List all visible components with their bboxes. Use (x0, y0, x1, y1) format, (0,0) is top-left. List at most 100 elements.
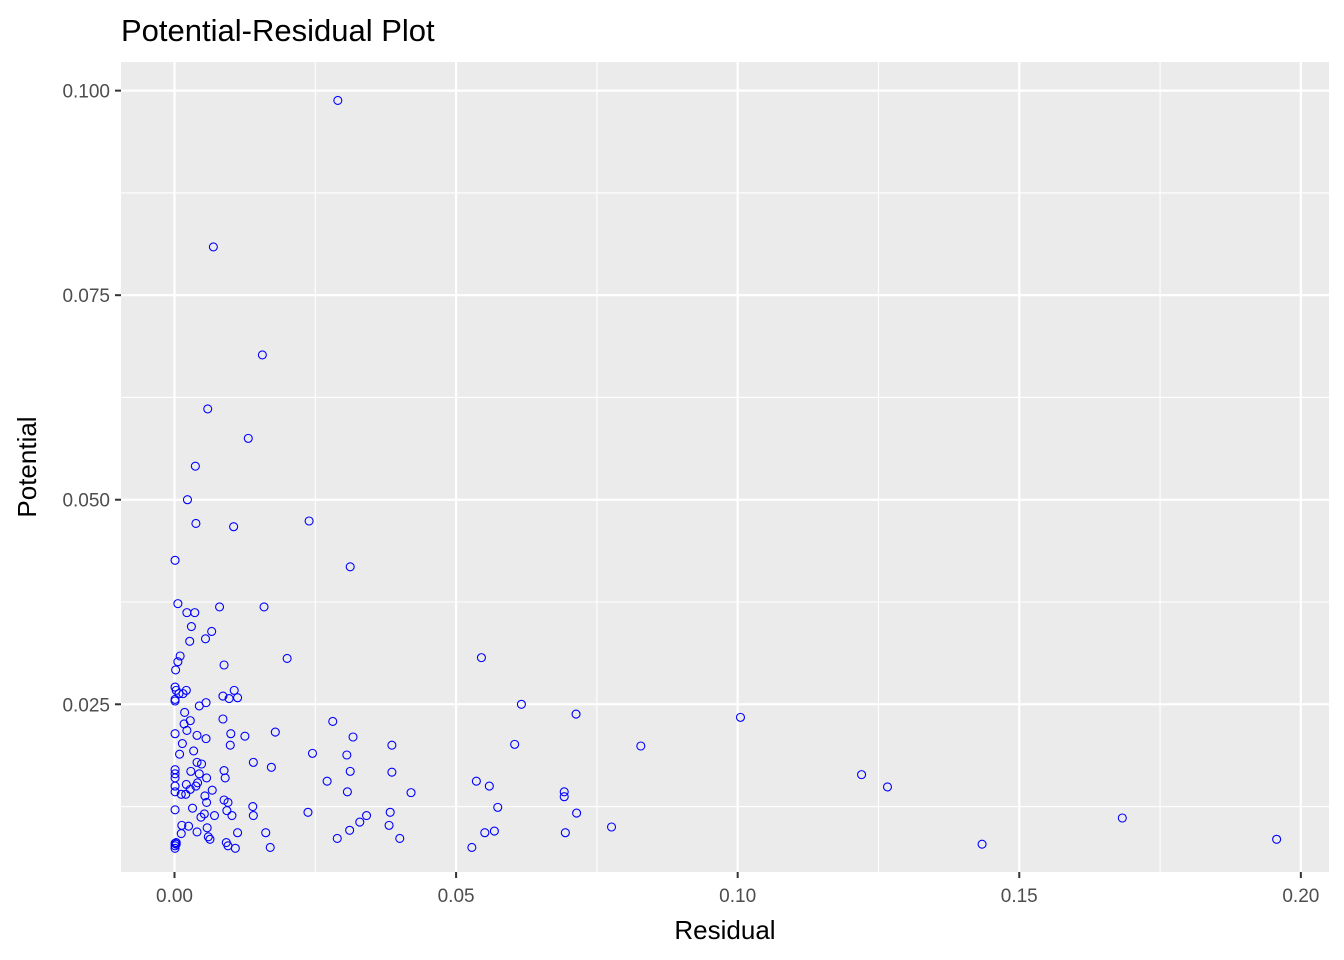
x-tick-label-4: 0.20 (1282, 886, 1319, 907)
data-point-89 (207, 785, 217, 795)
data-point-103 (493, 802, 503, 812)
data-point-56 (177, 738, 187, 749)
data-point-121 (606, 822, 617, 832)
data-point-85 (882, 782, 893, 792)
data-point-120 (384, 820, 394, 830)
data-point-2 (257, 350, 267, 360)
data-point-41 (180, 707, 190, 718)
data-point-65 (192, 757, 202, 767)
data-point-97 (559, 792, 569, 802)
data-point-131 (205, 834, 215, 844)
data-point-81 (471, 776, 481, 786)
data-point-116 (355, 817, 365, 827)
y-tick-label-2: 0.075 (62, 286, 110, 307)
data-point-10 (345, 562, 355, 572)
data-point-130 (203, 832, 213, 842)
data-point-140 (170, 843, 180, 853)
data-point-94 (176, 789, 186, 799)
data-point-11 (170, 555, 180, 565)
data-point-21 (175, 651, 185, 661)
data-point-106 (303, 807, 313, 817)
data-point-0 (333, 95, 343, 106)
data-point-119 (202, 823, 212, 833)
y-axis-title: Potential (12, 416, 42, 517)
x-axis-title: Residual (674, 915, 775, 945)
data-point-112 (227, 810, 237, 821)
data-point-110 (248, 810, 258, 821)
data-point-68 (266, 762, 276, 772)
data-point-76 (857, 770, 867, 780)
x-tick-label-1: 0.05 (438, 886, 475, 907)
data-point-115 (1117, 813, 1127, 823)
data-point-145 (977, 839, 987, 849)
data-point-8 (191, 518, 201, 529)
data-point-132 (332, 833, 342, 844)
y-tick-label-1: 0.050 (62, 491, 110, 512)
data-point-67 (248, 757, 258, 767)
data-point-23 (476, 653, 486, 663)
x-tick-label-0: 0.00 (156, 886, 193, 907)
data-point-86 (170, 781, 180, 791)
data-point-123 (233, 828, 243, 838)
data-point-74 (170, 769, 180, 779)
data-point-60 (225, 740, 235, 750)
data-point-125 (345, 825, 355, 835)
data-point-20 (185, 636, 195, 646)
data-point-129 (176, 828, 186, 839)
data-point-70 (186, 766, 196, 776)
data-point-109 (199, 809, 209, 819)
data-point-26 (171, 665, 181, 675)
data-point-52 (192, 730, 202, 740)
data-point-124 (261, 828, 271, 838)
y-tick-label-0: 0.025 (62, 695, 110, 716)
x-tick-label-3: 0.15 (1001, 886, 1038, 907)
data-point-55 (201, 734, 211, 744)
minor-gridlines (121, 62, 1329, 872)
x-tick-label-2: 0.10 (719, 886, 756, 907)
data-point-73 (387, 767, 397, 777)
data-point-64 (342, 750, 352, 760)
data-point-113 (361, 810, 372, 821)
data-point-51 (226, 729, 236, 739)
data-point-111 (209, 810, 220, 821)
data-point-37 (170, 696, 180, 706)
data-point-101 (248, 801, 258, 812)
data-point-48 (182, 725, 192, 736)
chart-title: Potential-Residual Plot (121, 13, 435, 48)
data-point-93 (559, 787, 569, 797)
data-point-54 (348, 732, 358, 742)
data-point-122 (192, 827, 202, 837)
data-point-100 (202, 797, 212, 808)
data-point-29 (181, 685, 191, 695)
data-point-16 (190, 608, 200, 618)
data-point-80 (322, 776, 332, 786)
data-point-53 (240, 731, 250, 741)
data-point-46 (328, 716, 338, 727)
y-axis: 0.025 0.050 0.075 0.100 (62, 82, 121, 716)
data-point-50 (170, 729, 180, 739)
data-point-96 (200, 791, 210, 801)
data-point-62 (175, 749, 185, 759)
data-point-3 (203, 404, 213, 414)
data-point-95 (181, 789, 191, 799)
major-gridlines (121, 62, 1329, 872)
data-point-114 (196, 812, 206, 822)
data-point-39 (516, 699, 526, 709)
data-point-17 (186, 621, 196, 632)
data-point-139 (171, 839, 181, 849)
data-point-127 (489, 826, 499, 836)
data-point-6 (182, 495, 193, 505)
data-point-40 (194, 701, 204, 711)
data-points (170, 95, 1282, 853)
data-point-134 (1272, 834, 1282, 844)
data-point-57 (387, 740, 397, 750)
data-point-14 (259, 602, 269, 612)
data-point-18 (207, 626, 217, 637)
data-point-107 (385, 807, 395, 817)
data-point-1 (208, 242, 218, 252)
data-point-45 (218, 714, 228, 724)
data-point-25 (219, 660, 229, 670)
data-point-105 (222, 806, 232, 816)
data-point-142 (230, 843, 240, 853)
data-point-91 (170, 787, 180, 797)
